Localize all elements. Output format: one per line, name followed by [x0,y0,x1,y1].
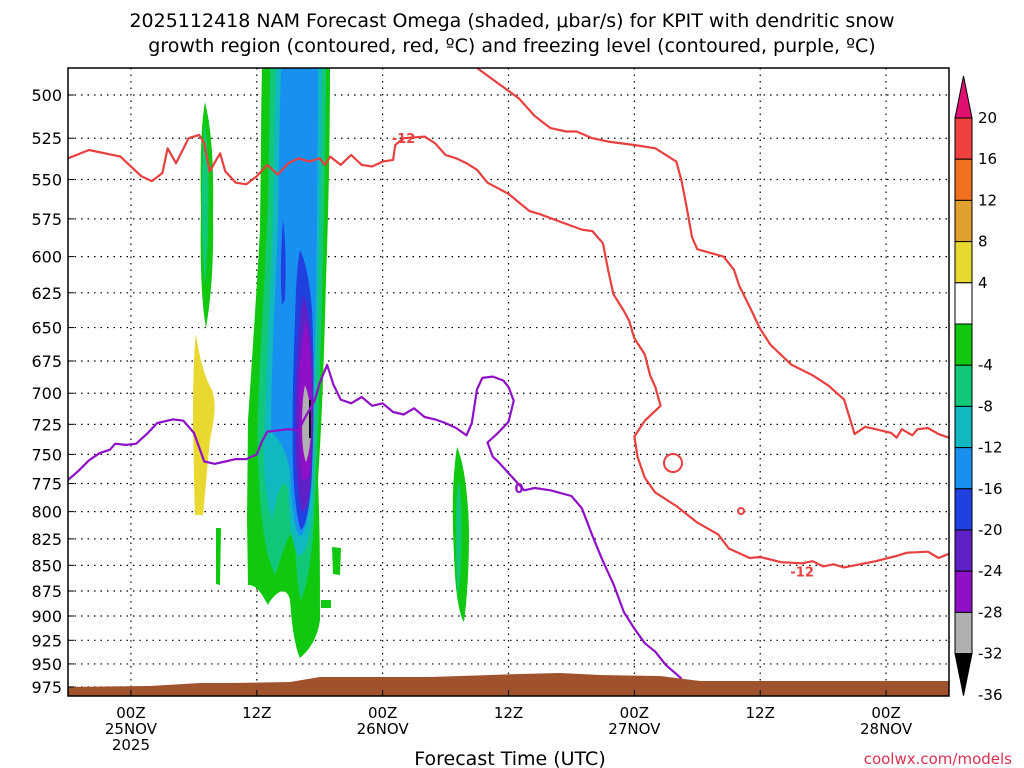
y-tick-label: 925 [31,631,62,650]
colorbar-bin [954,488,973,531]
colorbar-label: -16 [978,480,1003,498]
colorbar-bin [954,611,973,655]
y-axis: 500 525 550 575 600 625 650 675 700 725 750 775 800 8… [31,86,74,697]
colorbar-label: 12 [978,191,997,209]
y-tick-label: 625 [31,284,62,303]
x-tick-label: 00Z [620,704,649,722]
colorbar-bin [954,529,973,572]
contour-label: -12 [392,132,416,147]
contours [68,68,949,680]
x-tick-label: 27NOV [608,720,661,738]
x-tick-label: 12Z [494,704,523,722]
omega-plume-band8 [302,385,311,462]
terrain [68,673,949,696]
y-tick-label: 875 [31,582,62,601]
omega-yellow-blob [193,334,215,515]
omega-green-upper-core [202,125,209,285]
colorbar-bin [954,199,973,243]
omega-green-small-2 [332,547,341,575]
y-tick-label: 600 [31,248,62,267]
y-tick-label: 850 [31,556,62,575]
y-tick-label: 800 [31,503,62,522]
colorbar: 20 16 12 8 4 -4 -8 -12 -16 -20 -24 -28 -32 -36 [954,75,1003,704]
contour-label: 0 [514,482,523,497]
x-tick-label: 00Z [871,704,900,722]
colorbar-bottom-arrow [954,653,973,696]
dgz-closed-loop-2 [737,507,745,515]
y-tick-label: 825 [31,530,62,549]
x-tick-label: 12Z [242,704,271,722]
colorbar-bin [954,570,973,613]
y-tick-label: 675 [31,352,62,371]
x-tick-label: 00Z [116,704,145,722]
chart-title-line2: growth region (contoured, red, ºC) and f… [148,35,875,57]
colorbar-label: -12 [978,439,1003,457]
colorbar-label: -32 [978,645,1003,663]
y-tick-label: 975 [31,678,62,697]
colorbar-bin [954,158,973,201]
colorbar-bin [954,282,973,325]
credit-text: coolwx.com/models [864,750,1012,768]
y-tick-label: 750 [31,445,62,464]
colorbar-top-arrow [954,75,973,119]
omega-green-small-3 [321,600,331,608]
colorbar-bin [954,364,973,407]
colorbar-bin [954,447,973,490]
colorbar-bin [954,241,973,284]
chart-title-line1: 2025112418 NAM Forecast Omega (shaded, μ… [129,10,894,32]
colorbar-label: -4 [978,356,993,374]
colorbar-label: -8 [978,397,993,415]
omega-green-right-core [456,480,462,595]
x-tick-label: 00Z [368,704,397,722]
colorbar-label: -24 [978,562,1003,580]
omega-max-marker [309,400,311,438]
gridlines [68,68,949,696]
y-tick-label: 900 [31,607,62,626]
dgz-contour-upper [476,68,949,439]
y-tick-label: 725 [31,415,62,434]
y-tick-label: 700 [31,384,62,403]
x-tick-label: 26NOV [357,720,410,738]
colorbar-label: 20 [978,109,997,127]
dgz-contour-lower [68,133,949,569]
colorbar-label: -36 [978,686,1003,704]
omega-green-small-1 [216,528,221,585]
omega-plume-band5 [280,220,286,305]
y-tick-label: 950 [31,655,62,674]
colorbar-label: 16 [978,150,997,168]
x-tick-label: 28NOV [860,720,913,738]
colorbar-bin [954,405,973,449]
y-tick-label: 575 [31,210,62,229]
x-tick-label: 12Z [746,704,775,722]
omega-shading [193,68,745,658]
y-tick-label: 525 [31,129,62,148]
colorbar-label: 4 [978,274,988,292]
dgz-closed-loop-1 [663,453,683,473]
y-tick-label: 500 [31,86,62,105]
colorbar-label: 8 [978,233,988,251]
colorbar-label: -20 [978,521,1003,539]
colorbar-bin [954,117,973,160]
y-tick-label: 550 [31,170,62,189]
y-tick-label: 775 [31,474,62,493]
x-tick-label: 2025 [112,736,150,754]
colorbar-bin [954,323,973,366]
contour-labels: -12 0 -12 [392,132,814,580]
contour-label: -12 [790,566,814,581]
x-axis-label: Forecast Time (UTC) [414,748,605,768]
y-tick-label: 650 [31,319,62,338]
colorbar-label: -28 [978,603,1003,621]
x-tick-label: 25NOV [105,720,158,738]
freezing-level-contour [68,363,683,680]
